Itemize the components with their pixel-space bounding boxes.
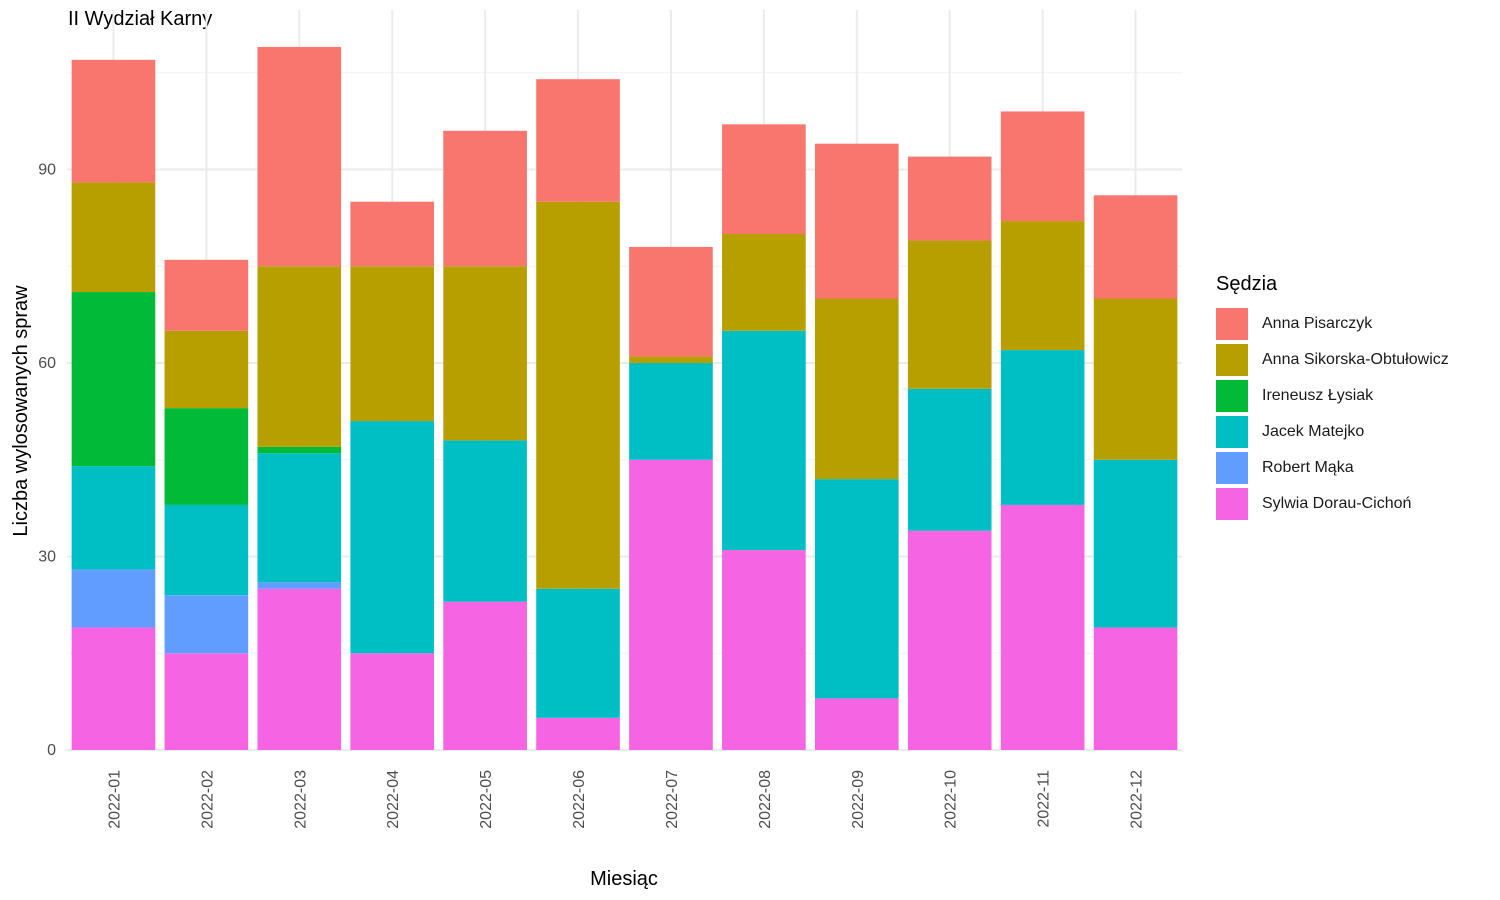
chart-title: II Wydział Karny [68, 8, 213, 30]
x-tick-label: 2022-08 [757, 770, 774, 829]
y-tick-label: 0 [47, 742, 56, 759]
bar-segment [907, 240, 992, 389]
bar-segment [629, 356, 713, 363]
bar-segment [814, 698, 899, 750]
legend-swatch [1216, 488, 1248, 520]
bar-segment [443, 601, 527, 750]
bar-segment [1000, 504, 1085, 750]
legend-swatch [1216, 416, 1248, 448]
bar-segment [907, 530, 992, 750]
bar-segment [1000, 111, 1085, 222]
legend-swatch [1216, 344, 1248, 376]
bar-segment [71, 59, 156, 183]
bar-segment [257, 582, 342, 589]
bars-layer [71, 46, 1178, 750]
bar-segment [536, 201, 620, 589]
legend-items: Anna Pisarczyk Anna Sikorska-Obtułowicz Ir… [1216, 306, 1449, 522]
bar-segment [1000, 221, 1085, 351]
bar-segment [1093, 298, 1178, 460]
bar-segment [443, 266, 527, 441]
legend-swatch [1216, 380, 1248, 412]
bar-segment [1000, 350, 1085, 505]
bar-segment [814, 479, 899, 699]
bar-segment [164, 653, 249, 750]
x-tick-label: 2022-12 [1129, 770, 1146, 829]
x-tick-label: 2022-07 [664, 770, 681, 829]
x-tick-label: 2022-05 [478, 770, 495, 829]
legend-label: Anna Pisarczyk [1262, 315, 1373, 332]
bar-segment [1093, 459, 1178, 628]
bar-segment [536, 79, 620, 202]
bar-segment [722, 330, 806, 551]
x-tick-labels: 2022-01 2022-02 2022-03 2022-04 2022-05 2022-… [106, 770, 1145, 829]
bar-segment [164, 595, 249, 654]
x-tick-label: 2022-10 [943, 770, 960, 829]
bar-segment [350, 653, 435, 750]
bar-segment [164, 408, 249, 505]
bar-segment [71, 466, 156, 570]
legend-swatch [1216, 452, 1248, 484]
bar-segment [907, 156, 992, 241]
legend-title: Sędzia [1216, 273, 1278, 295]
x-tick-label: 2022-04 [385, 770, 402, 829]
legend: Sędzia Anna Pisarczyk Anna Sikorska-Obtuł… [1216, 273, 1449, 522]
bar-segment [257, 266, 342, 447]
bar-segment [722, 124, 806, 234]
bar-segment [536, 588, 620, 718]
bar-segment [257, 46, 342, 267]
bar-segment [257, 446, 342, 454]
legend-swatch [1216, 308, 1248, 340]
y-tick-label: 60 [38, 355, 56, 372]
x-tick-label: 2022-11 [1036, 770, 1053, 828]
bar-segment [350, 201, 435, 267]
x-tick-label: 2022-01 [106, 770, 123, 829]
legend-item: Anna Sikorska-Obtułowicz [1216, 342, 1449, 378]
y-axis-label: Liczba wylosowanych spraw [10, 285, 32, 537]
x-tick-label: 2022-02 [199, 770, 216, 829]
y-tick-label: 30 [38, 549, 56, 566]
legend-item: Robert Mąka [1216, 450, 1449, 486]
legend-label: Ireneusz Łysiak [1262, 387, 1374, 404]
bar-segment [71, 182, 156, 293]
bar-segment [814, 298, 899, 480]
bar-segment [257, 588, 342, 750]
legend-label: Jacek Matejko [1262, 423, 1365, 440]
bar-segment [629, 459, 713, 750]
bar-segment [629, 363, 713, 460]
bar-segment [907, 388, 992, 531]
bar-segment [443, 130, 527, 267]
bar-segment [1093, 195, 1178, 299]
legend-label: Robert Mąka [1262, 459, 1354, 476]
bar-segment [350, 421, 435, 654]
bar-segment [164, 259, 249, 331]
bar-segment [164, 330, 249, 409]
x-tick-label: 2022-06 [571, 770, 588, 829]
bar-segment [350, 266, 435, 422]
bar-segment [629, 246, 713, 357]
legend-item: Jacek Matejko [1216, 414, 1449, 450]
legend-item: Sylwia Dorau-Cichoń [1216, 486, 1449, 522]
bar-segment [164, 504, 249, 596]
bar-segment [71, 569, 156, 628]
bar-segment [1093, 627, 1178, 750]
x-tick-label: 2022-09 [850, 770, 867, 829]
bar-segment [536, 717, 620, 750]
y-tick-label: 90 [38, 162, 56, 179]
legend-item: Anna Pisarczyk [1216, 306, 1449, 342]
bar-segment [71, 627, 156, 750]
legend-label: Anna Sikorska-Obtułowicz [1262, 351, 1449, 368]
x-tick-label: 2022-03 [292, 770, 309, 829]
bar-segment [71, 292, 156, 467]
bar-segment [722, 550, 806, 750]
bar-segment [443, 440, 527, 602]
bar-segment [722, 234, 806, 331]
x-axis-label: Miesiąc [590, 868, 658, 890]
bar-segment [814, 143, 899, 299]
bar-segment [257, 453, 342, 583]
legend-item: Ireneusz Łysiak [1216, 378, 1449, 414]
y-tick-labels: 0 30 60 90 [38, 162, 56, 760]
legend-label: Sylwia Dorau-Cichoń [1262, 495, 1412, 512]
